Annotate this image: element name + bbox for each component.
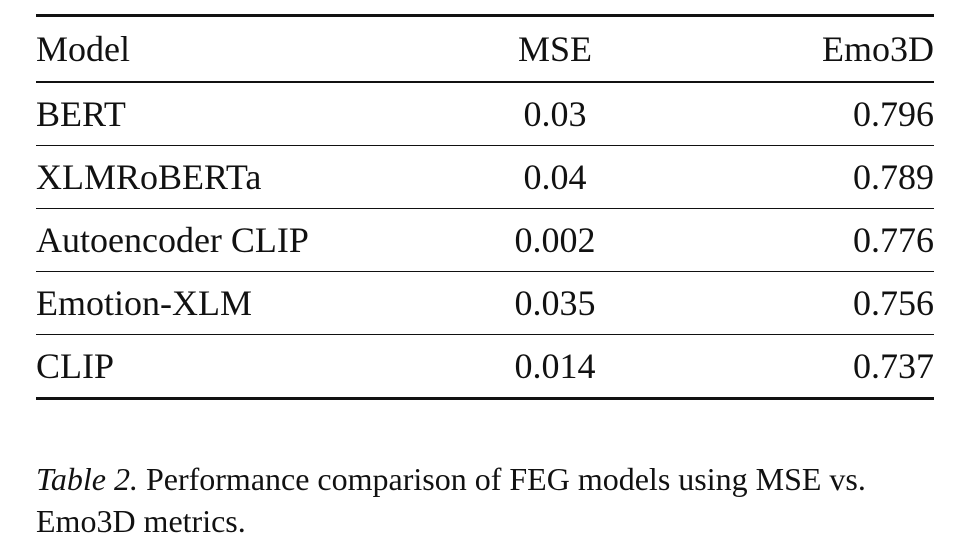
cell-emo3d: 0.737	[853, 346, 934, 386]
table-header-row: Model MSE Emo3D	[36, 15, 934, 83]
header-model: Model	[36, 29, 130, 69]
cell-model: Emotion-XLM	[36, 283, 252, 323]
cell-mse: 0.04	[523, 157, 587, 197]
cell-mse: 0.002	[514, 220, 596, 260]
header-mse: MSE	[517, 29, 593, 69]
caption-label: Table 2.	[36, 461, 138, 497]
cell-emo3d: 0.796	[853, 94, 934, 134]
cell-model: Autoencoder CLIP	[36, 220, 309, 260]
table-row: CLIP 0.014 0.737	[36, 334, 934, 399]
results-table: Model MSE Emo3D BERT 0.03 0.796 XLMRoBER…	[36, 14, 934, 400]
cell-mse: 0.03	[523, 94, 587, 134]
table-row: XLMRoBERTa 0.04 0.789	[36, 145, 934, 209]
table-row: Emotion-XLM 0.035 0.756	[36, 271, 934, 335]
cell-mse: 0.014	[514, 346, 596, 386]
cell-emo3d: 0.756	[853, 283, 934, 323]
cell-emo3d: 0.789	[853, 157, 934, 197]
cell-emo3d: 0.776	[853, 220, 934, 260]
cell-model: CLIP	[36, 346, 115, 386]
results-table-container: Model MSE Emo3D BERT 0.03 0.796 XLMRoBER…	[36, 14, 934, 400]
table-caption: Table 2. Performance comparison of FEG m…	[36, 458, 946, 542]
header-emo3d: Emo3D	[822, 29, 934, 69]
cell-model: XLMRoBERTa	[36, 157, 262, 197]
table-row: Autoencoder CLIP 0.002 0.776	[36, 208, 934, 272]
table-row: BERT 0.03 0.796	[36, 82, 934, 146]
cell-mse: 0.035	[514, 283, 596, 323]
caption-text: Performance comparison of FEG models usi…	[36, 461, 866, 539]
cell-model: BERT	[36, 94, 126, 134]
